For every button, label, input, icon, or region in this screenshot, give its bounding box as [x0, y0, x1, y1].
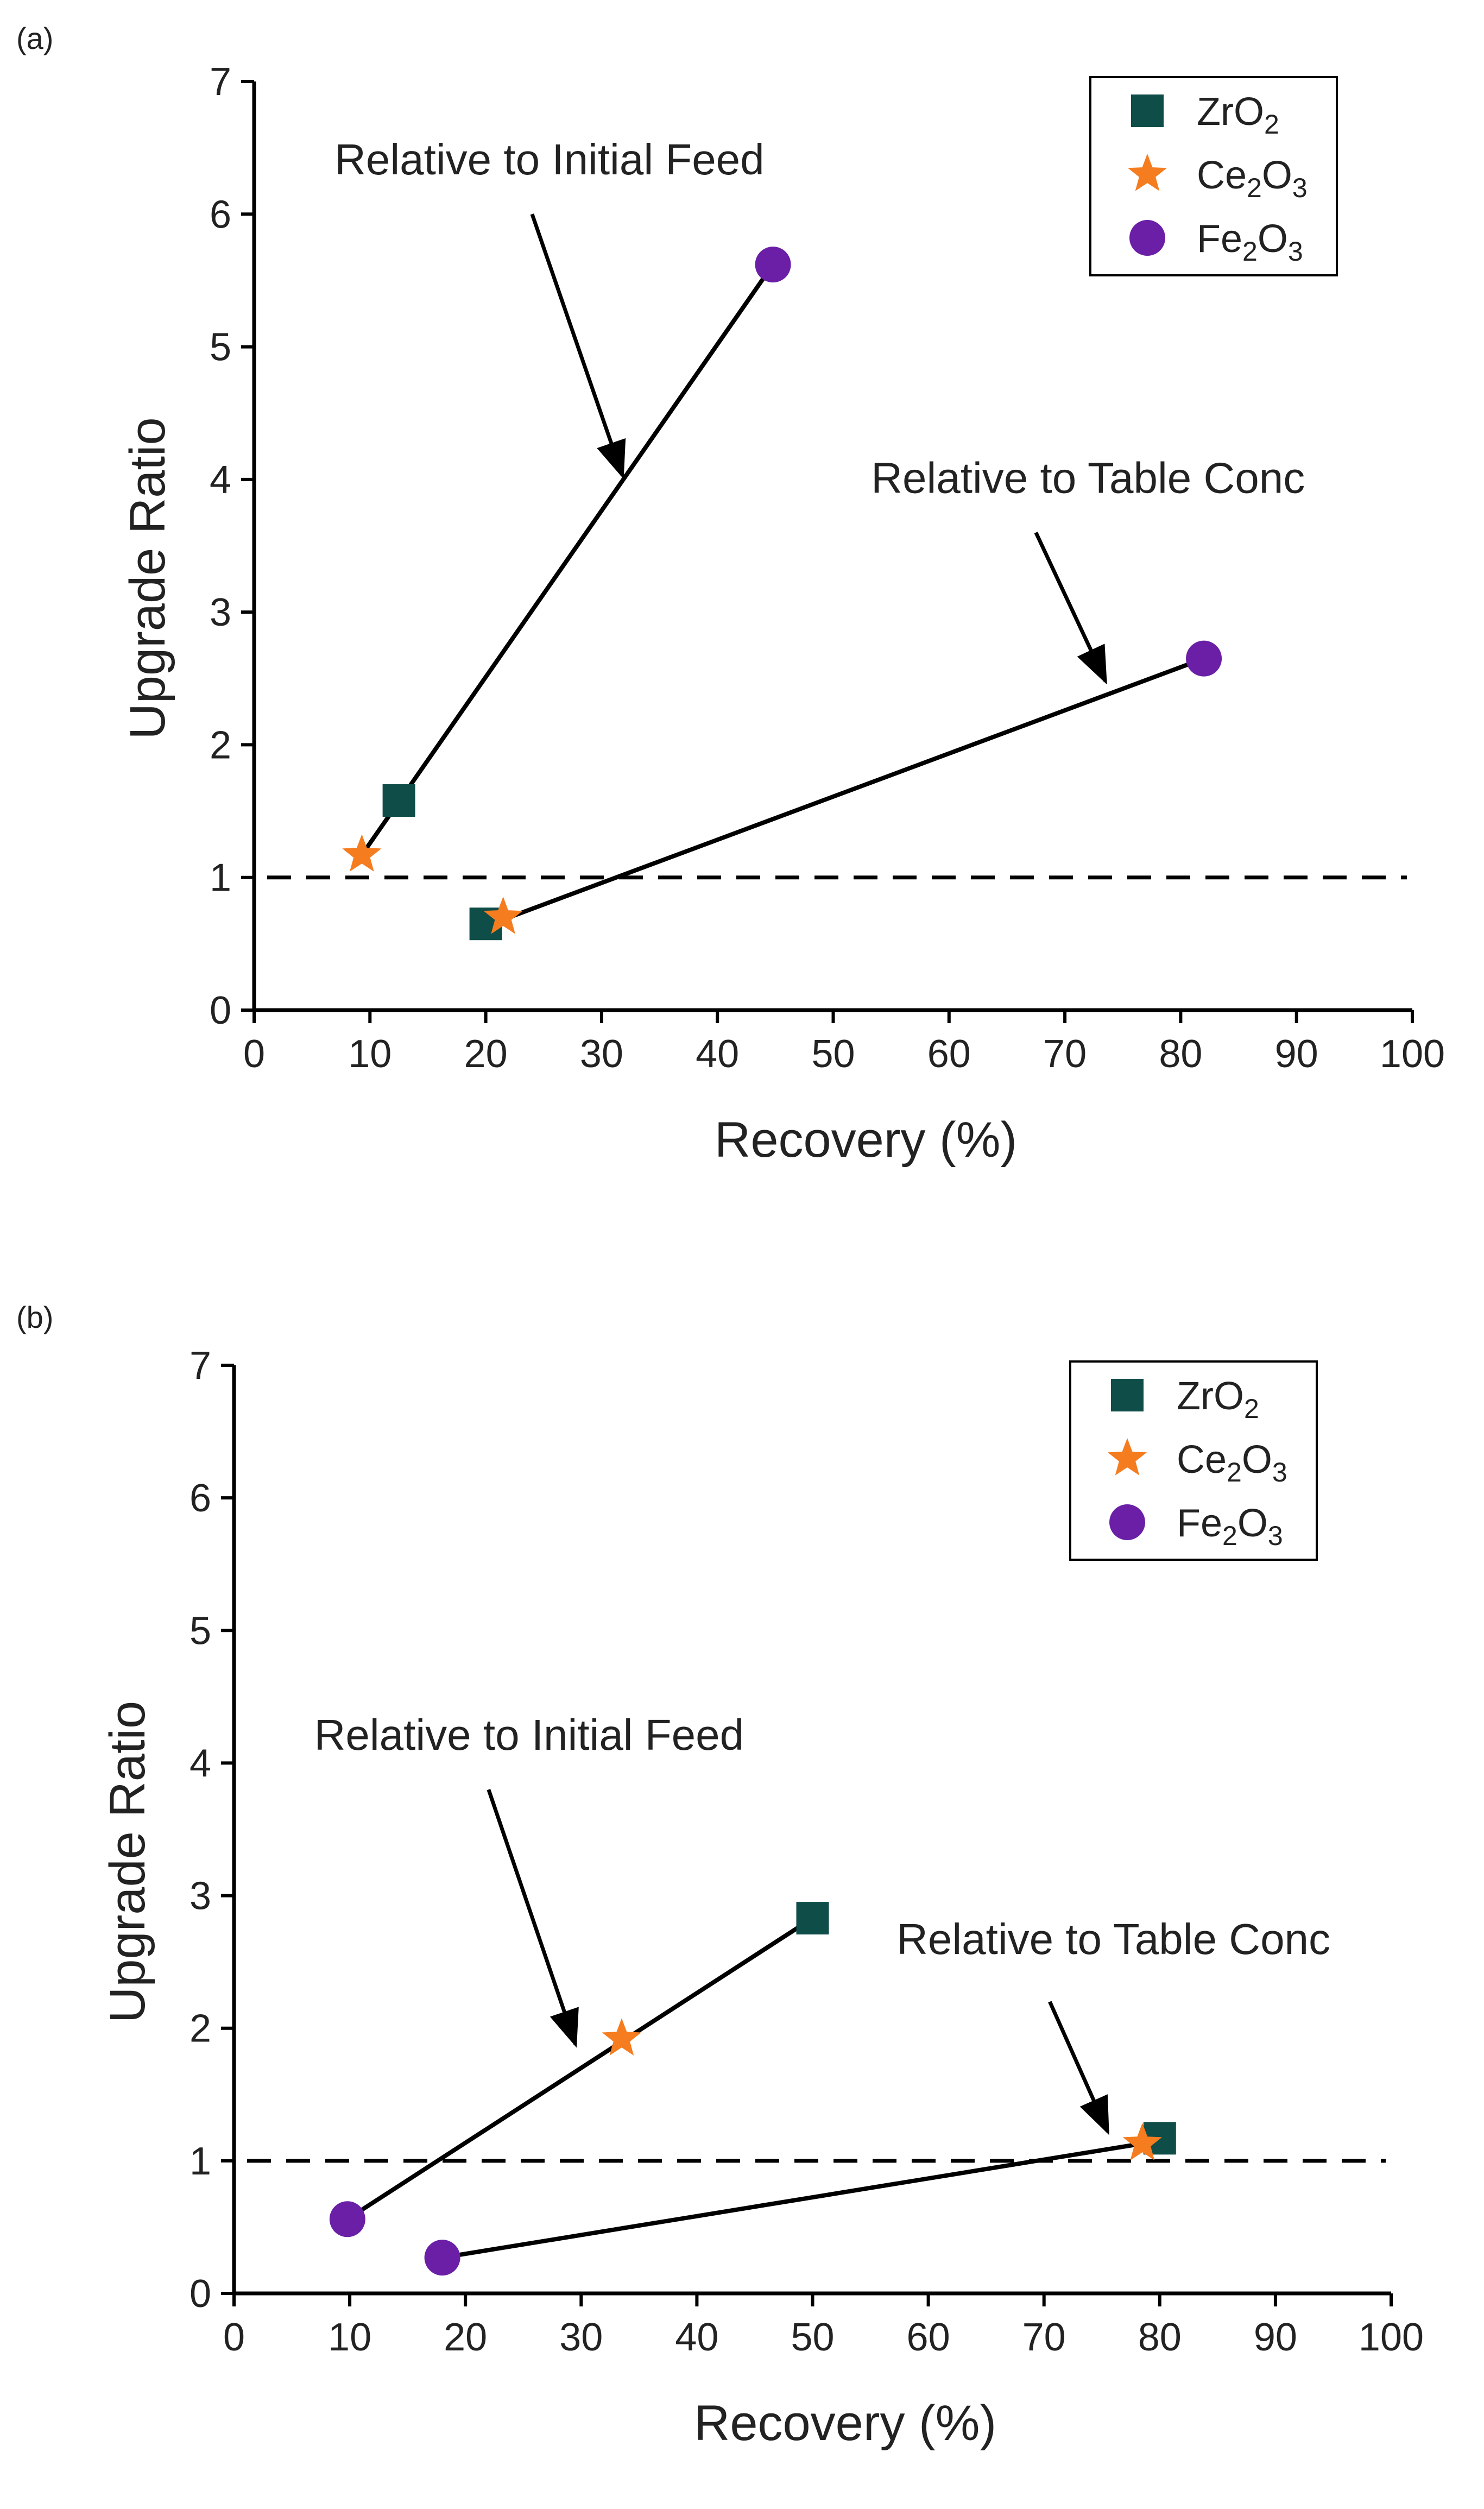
x-tick-label: 40 — [675, 2316, 718, 2359]
x-tick-label: 40 — [696, 1032, 739, 1076]
table-conc-line — [441, 2141, 1143, 2260]
point-fe2o3 — [755, 247, 791, 283]
x-tick-label: 20 — [464, 1032, 508, 1076]
point-ce2o3 — [342, 834, 382, 872]
x-tick-label: 0 — [243, 1032, 265, 1076]
legend-label-zro2: ZrO2 — [1177, 1375, 1259, 1424]
y-tick-label: 2 — [190, 2007, 211, 2051]
x-tick-label: 90 — [1275, 1032, 1318, 1076]
legend-label-zro2: ZrO2 — [1197, 90, 1279, 140]
annotation-table-conc: Relative to Table Conc — [896, 1915, 1330, 1963]
initial-feed-line — [360, 263, 775, 856]
x-tick-label: 50 — [791, 2316, 834, 2359]
legend-marker-ce2o3 — [1107, 1438, 1147, 1476]
x-tick-label: 70 — [1022, 2316, 1066, 2359]
y-tick-label: 4 — [190, 1742, 211, 1785]
chart-panel-b: (b) 0 10 20 30 40 50 60 70 80 90 100 0 1 2 3 4 5 6 7 Recover… — [16, 1300, 1424, 2451]
panel-label: (b) — [16, 1300, 53, 1334]
x-tick-label: 20 — [444, 2316, 487, 2359]
annotation-arrow-initial-feed — [487, 1789, 579, 2048]
annotation-arrow-table-conc — [1034, 532, 1107, 685]
point-ce2o3 — [602, 2018, 641, 2056]
annotation-initial-feed: Relative to Initial Feed — [314, 1711, 744, 1759]
y-axis-label: Upgrade Ratio — [100, 1701, 155, 2023]
y-tick-label: 0 — [190, 2272, 211, 2316]
x-tick-label: 100 — [1380, 1032, 1445, 1076]
x-tick-label: 80 — [1159, 1032, 1202, 1076]
point-fe2o3 — [329, 2201, 365, 2237]
x-tick-label: 90 — [1254, 2316, 1297, 2359]
y-tick-label: 7 — [190, 1344, 211, 1388]
y-tick-label: 5 — [210, 326, 231, 369]
y-tick-label: 4 — [210, 458, 231, 502]
x-tick-label: 30 — [580, 1032, 623, 1076]
legend-label-fe2o3: Fe2O3 — [1197, 217, 1303, 267]
initial-feed-line — [346, 1916, 814, 2221]
legend-label-ce2o3: Ce2O3 — [1197, 154, 1308, 203]
point-fe2o3 — [424, 2240, 460, 2276]
annotation-initial-feed: Relative to Initial Feed — [334, 135, 765, 184]
y-tick-label: 1 — [210, 856, 231, 900]
y-tick-label: 3 — [210, 591, 231, 634]
y-tick-label: 6 — [210, 193, 231, 236]
x-tick-label: 70 — [1043, 1032, 1087, 1076]
table-conc-line — [490, 656, 1205, 926]
y-tick-label: 3 — [190, 1875, 211, 1918]
legend-marker-ce2o3 — [1127, 154, 1167, 191]
legend-marker-fe2o3 — [1129, 220, 1165, 256]
x-tick-label: 100 — [1359, 2316, 1424, 2359]
legend-marker-zro2 — [1111, 1379, 1144, 1411]
legend-marker-fe2o3 — [1109, 1504, 1145, 1540]
y-tick-label: 6 — [190, 1477, 211, 1520]
y-tick-label: 1 — [190, 2140, 211, 2183]
y-tick-label: 0 — [210, 989, 231, 1032]
point-zro2 — [382, 784, 415, 817]
x-tick-label: 10 — [348, 1032, 391, 1076]
legend-label-fe2o3: Fe2O3 — [1177, 1502, 1283, 1551]
x-tick-label: 10 — [328, 2316, 371, 2359]
annotation-arrow-table-conc — [1048, 2001, 1110, 2135]
chart-panel-a: (a) 0 10 20 30 40 50 60 70 80 90 100 0 1 2 3 4 5 6 7 Recover… — [16, 21, 1445, 1168]
x-tick-label: 80 — [1138, 2316, 1182, 2359]
legend: ZrO2 Ce2O3 Fe2O3 — [1069, 1360, 1318, 1561]
point-ce2o3 — [1122, 2123, 1162, 2160]
point-ce2o3 — [483, 897, 523, 934]
x-tick-label: 30 — [559, 2316, 603, 2359]
legend-marker-zro2 — [1131, 94, 1164, 127]
legend: ZrO2 Ce2O3 Fe2O3 — [1089, 76, 1338, 276]
panel-label: (a) — [16, 21, 53, 55]
annotation-table-conc: Relative to Table Conc — [871, 453, 1305, 502]
legend-label-ce2o3: Ce2O3 — [1177, 1438, 1287, 1487]
x-axis-label: Recovery (%) — [715, 1112, 1017, 1168]
x-tick-label: 0 — [223, 2316, 245, 2359]
x-tick-label: 60 — [907, 2316, 950, 2359]
x-axis-label: Recovery (%) — [694, 2395, 996, 2451]
x-tick-label: 50 — [811, 1032, 855, 1076]
y-tick-label: 2 — [210, 723, 231, 767]
y-tick-label: 7 — [210, 60, 231, 104]
x-tick-label: 60 — [927, 1032, 971, 1076]
annotation-arrow-initial-feed — [530, 213, 626, 480]
point-fe2o3 — [1186, 640, 1222, 677]
y-axis-label: Upgrade Ratio — [120, 417, 175, 739]
y-tick-label: 5 — [190, 1609, 211, 1653]
point-zro2 — [796, 1902, 829, 1935]
